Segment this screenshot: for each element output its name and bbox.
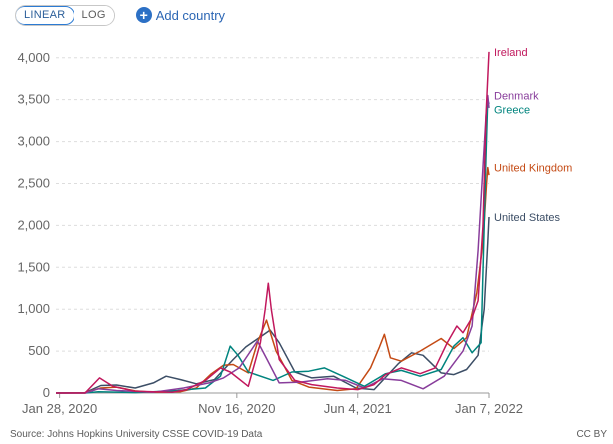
y-tick-label: 3,500: [17, 92, 50, 107]
x-tick-label: Jan 28, 2020: [22, 401, 97, 416]
y-tick-label: 0: [43, 385, 50, 400]
license-link[interactable]: CC BY: [576, 429, 607, 440]
scale-toggle: LINEAR LOG: [15, 4, 115, 26]
series-label-united-states: United States: [494, 212, 561, 224]
x-tick-label: Jun 4, 2021: [324, 401, 392, 416]
series-label-denmark: Denmark: [494, 90, 539, 102]
series-label-united-kingdom: United Kingdom: [494, 163, 572, 175]
series-labels: Ireland Denmark Greece United Kingdom United…: [494, 47, 572, 224]
y-tick-label: 1,500: [17, 259, 50, 274]
add-country-label: Add country: [155, 7, 226, 23]
y-tick-label: 3,000: [17, 134, 50, 149]
series-line-united-states[interactable]: [55, 216, 490, 394]
series-label-greece: Greece: [494, 104, 530, 116]
log-scale-button[interactable]: LOG: [73, 5, 114, 25]
y-tick-label: 2,000: [17, 217, 50, 232]
x-tick-label: Jan 7, 2022: [455, 401, 523, 416]
series-label-ireland: Ireland: [494, 47, 528, 59]
line-chart: 05001,0001,5002,0002,5003,0003,5004,000 …: [17, 47, 572, 416]
y-tick-label: 1,000: [17, 301, 50, 316]
x-tick-label: Nov 16, 2020: [198, 401, 275, 416]
x-axis: Jan 28, 2020 Nov 16, 2020 Jun 4, 2021 Jan 7…: [22, 392, 523, 416]
linear-scale-button[interactable]: LINEAR: [15, 5, 75, 25]
y-axis: 0 500 1,000 1,500 2,000 2,500 3,000 3,500 4,000: [17, 50, 50, 400]
y-tick-label: 500: [28, 343, 50, 358]
y-tick-label: 2,500: [17, 175, 50, 190]
plus-circle-icon: +: [135, 7, 152, 23]
chart-controls: LINEAR LOG + Add country: [15, 4, 226, 26]
series-lines: [55, 51, 490, 394]
series-line-ireland[interactable]: [56, 51, 490, 394]
series-line-denmark[interactable]: [56, 94, 490, 394]
add-country-button[interactable]: + Add country: [135, 7, 226, 23]
y-tick-label: 4,000: [17, 50, 50, 65]
series-line-united-kingdom[interactable]: [55, 166, 490, 394]
grid-lines: [56, 57, 489, 352]
source-note: Source: Johns Hopkins University CSSE CO…: [10, 429, 263, 440]
